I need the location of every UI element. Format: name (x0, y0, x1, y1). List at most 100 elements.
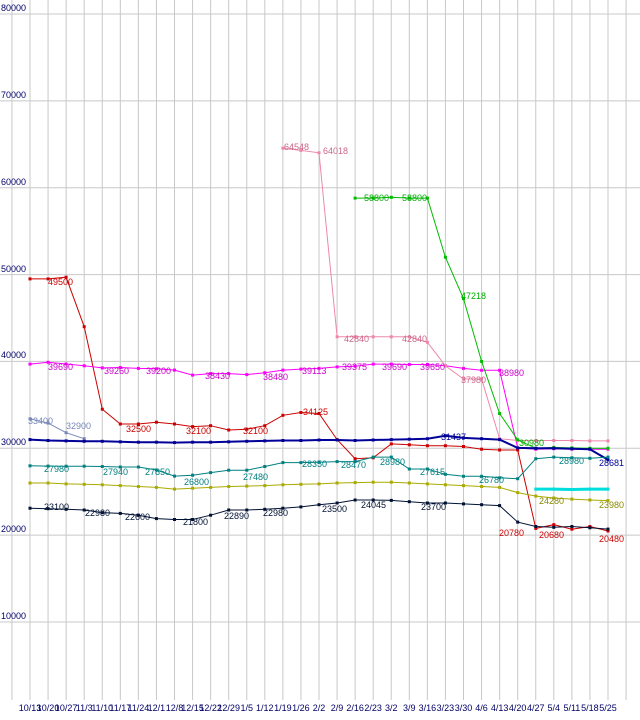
data-point-olive (263, 484, 267, 488)
data-point-magenta (46, 360, 50, 364)
data-point-red (606, 529, 610, 533)
data-point-pink (335, 335, 339, 339)
data-label: 37980 (461, 375, 487, 385)
data-point-navy2 (154, 517, 158, 521)
data-label: 34125 (303, 407, 329, 417)
data-point-teal (317, 460, 321, 464)
data-point-navy (570, 447, 574, 451)
data-point-navy (498, 438, 502, 442)
data-point-magenta (389, 362, 393, 366)
data-point-green (462, 297, 465, 301)
data-label: 33400 (28, 416, 54, 426)
data-point-navy (480, 437, 484, 441)
data-point-teal (82, 464, 86, 468)
data-point-teal (443, 472, 447, 476)
x-axis-label: 2/9 (330, 703, 344, 713)
data-point-navy2 (552, 525, 556, 529)
data-point-olive (534, 494, 538, 498)
data-point-teal (534, 457, 538, 461)
data-point-navy (46, 439, 50, 442)
data-label: 39375 (342, 362, 368, 372)
data-point-magenta (480, 368, 484, 372)
data-point-magenta (498, 368, 502, 372)
y-axis-label: 30000 (1, 437, 27, 448)
data-point-red (46, 277, 50, 281)
data-point-olive (173, 487, 176, 491)
data-point-pink (425, 340, 429, 344)
data-label: 39113 (302, 366, 327, 376)
data-point-teal (606, 455, 610, 459)
data-label: 27850 (145, 467, 171, 477)
data-point-olive (245, 484, 249, 488)
data-point-magenta (462, 366, 465, 370)
data-point-navy (407, 437, 411, 441)
data-label: 38980 (499, 368, 525, 378)
data-point-olive (136, 485, 140, 488)
data-point-olive (552, 496, 556, 500)
data-point-navy (371, 438, 375, 442)
data-point-green (371, 196, 375, 200)
y-axis-label: 10000 (1, 611, 27, 621)
data-point-teal (64, 464, 68, 468)
data-point-navy (154, 440, 158, 444)
data-point-teal (245, 468, 249, 472)
data-label: 27615 (420, 467, 446, 477)
data-point-cyan (552, 487, 556, 491)
data-point-slate (46, 421, 50, 425)
x-axis-label: 10/13 (18, 703, 42, 713)
data-label: 22980 (85, 508, 111, 518)
data-point-pink (443, 364, 447, 368)
data-point-navy (136, 440, 140, 444)
data-point-slate (64, 431, 68, 435)
data-point-olive (588, 498, 592, 502)
x-axis-label: 3/16 (418, 703, 437, 713)
data-point-green (443, 255, 447, 259)
data-label: 27480 (243, 472, 269, 482)
data-point-slate (82, 437, 86, 441)
y-axis-label: 70000 (1, 89, 27, 100)
x-axis-label: 10/27 (54, 703, 78, 713)
y-axis-label: 80000 (1, 3, 27, 13)
y-axis-label: 20000 (1, 524, 27, 535)
data-point-teal (28, 464, 32, 468)
x-axis-label: 5/4 (547, 703, 561, 713)
data-point-navy2 (443, 501, 447, 505)
data-point-navy2 (281, 506, 285, 510)
x-axis-label: 11/24 (127, 703, 150, 713)
data-label: 22890 (224, 511, 250, 521)
data-point-navy2 (534, 525, 538, 528)
data-point-green (407, 196, 411, 200)
data-label: 58800 (364, 193, 390, 203)
data-point-navy2 (263, 507, 267, 511)
x-axis-label: 12/15 (181, 703, 204, 713)
data-point-green (425, 196, 429, 200)
data-label: 47218 (461, 291, 487, 301)
data-point-red (82, 325, 86, 329)
x-axis-label: 12/22 (199, 703, 222, 713)
data-point-cyan (570, 488, 574, 491)
data-point-pink (570, 439, 574, 442)
data-point-red (299, 411, 303, 414)
data-point-navy (82, 439, 86, 443)
data-point-teal (570, 456, 574, 460)
data-point-red (407, 443, 411, 447)
data-point-red (173, 422, 176, 426)
x-axis-label: 11/10 (91, 703, 114, 713)
data-point-magenta (353, 364, 357, 368)
data-point-navy (534, 446, 538, 450)
data-point-olive (335, 481, 339, 485)
data-point-teal (371, 455, 375, 459)
data-point-navy (263, 439, 267, 443)
data-point-olive (606, 499, 610, 503)
data-point-red (516, 448, 520, 452)
data-point-magenta (281, 368, 285, 372)
x-axis-label: 4/27 (526, 703, 545, 713)
data-point-navy2 (118, 511, 122, 515)
data-point-magenta (173, 368, 176, 372)
x-axis-label: 2/2 (312, 703, 326, 713)
data-point-green (353, 196, 357, 200)
data-point-navy2 (371, 498, 375, 502)
data-point-pink (462, 377, 465, 381)
data-point-red (191, 425, 195, 429)
